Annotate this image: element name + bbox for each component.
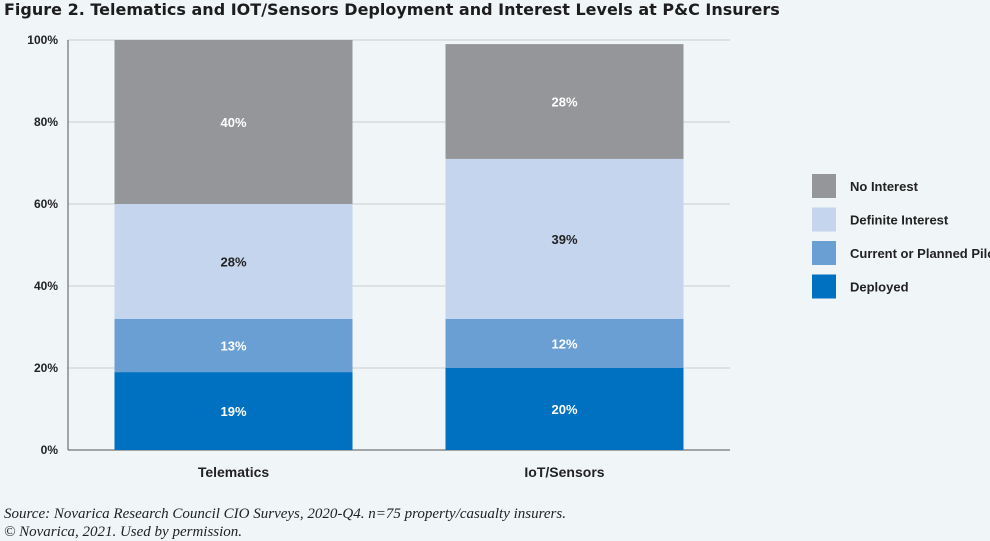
x-category-label: Telematics — [198, 464, 270, 480]
bar-segment-current-or-planned-pilot-telematics — [114, 318, 353, 373]
x-category-label: IoT/Sensors — [524, 464, 604, 480]
y-tick-label: 80% — [34, 115, 58, 129]
legend: No Interest Definite Interest Current or P… — [812, 174, 990, 299]
data-label: 20% — [551, 402, 577, 417]
y-tick-label: 100% — [27, 33, 58, 47]
copyright-line: © Novarica, 2021. Used by permission. — [4, 524, 243, 540]
legend-swatch-definite-interest — [812, 207, 836, 232]
data-label: 40% — [220, 115, 246, 130]
data-label: 39% — [551, 232, 577, 247]
y-tick-label: 40% — [34, 279, 58, 293]
legend-label-deployed: Deployed — [850, 280, 909, 295]
legend-swatch-no-interest — [812, 174, 836, 198]
y-tick-label: 0% — [41, 443, 59, 457]
legend-swatch-current-or-planned-pilot — [812, 241, 836, 265]
data-label: 28% — [220, 254, 246, 269]
data-label: 28% — [551, 95, 577, 110]
chart-title: Figure 2. Telematics and IOT/Sensors Dep… — [4, 0, 780, 19]
source-note: Source: Novarica Research Council CIO Su… — [4, 505, 566, 541]
bar-segment-definite-interest-telematics — [114, 204, 353, 319]
legend-label-definite-interest: Definite Interest — [850, 213, 949, 228]
legend-swatch-deployed — [812, 274, 836, 299]
legend-label-current-or-planned-pilot: Current or Planned Pilot — [850, 246, 990, 261]
bar-segment-deployed-telematics — [114, 372, 353, 450]
y-tick-label: 20% — [34, 361, 58, 375]
x-category-labels: Telematics IoT/Sensors — [198, 464, 605, 480]
bar-segment-no-interest-telematics — [114, 40, 353, 204]
data-label: 19% — [220, 404, 246, 419]
bars: 19% 13% 28% 40% 20% 12% 39% 28% — [114, 40, 684, 450]
y-tick-label: 60% — [34, 197, 58, 211]
bar-segment-no-interest-iot-sensors — [445, 44, 684, 159]
source-line: Source: Novarica Research Council CIO Su… — [4, 506, 566, 522]
bar-segment-definite-interest-iot-sensors — [445, 158, 684, 319]
bar-segment-deployed-iot-sensors — [445, 368, 684, 450]
data-label: 12% — [551, 336, 577, 351]
legend-label-no-interest: No Interest — [850, 179, 919, 194]
y-tick-labels: 0% 20% 40% 60% 80% 100% — [27, 33, 58, 457]
bar-segment-current-or-planned-pilot-iot-sensors — [445, 318, 684, 368]
data-label: 13% — [220, 338, 246, 353]
